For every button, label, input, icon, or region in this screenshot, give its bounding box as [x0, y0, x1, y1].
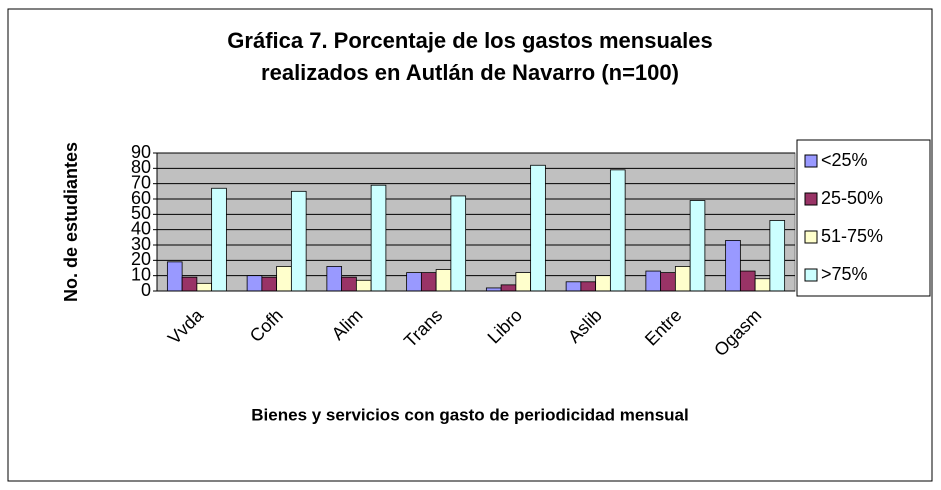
bar	[196, 282, 213, 292]
bar	[181, 276, 198, 292]
bar	[450, 195, 467, 292]
legend-swatch	[804, 192, 818, 206]
bar	[725, 239, 741, 292]
bar	[500, 284, 517, 292]
bar	[435, 269, 452, 292]
x-axis-label: Bienes y servicios con gasto de periodic…	[251, 405, 688, 424]
legend-swatch	[804, 268, 818, 282]
bar	[166, 261, 183, 292]
bar	[739, 270, 756, 292]
bar	[370, 184, 387, 292]
bar	[420, 272, 437, 292]
bar	[769, 220, 786, 292]
bar	[246, 275, 263, 292]
bar	[674, 266, 691, 292]
chart-title: Gráfica 7. Porcentaje de los gastos mens…	[227, 28, 712, 53]
bar	[595, 275, 611, 292]
bar	[660, 272, 676, 292]
bar	[290, 190, 307, 292]
bar	[754, 278, 771, 292]
bar	[689, 200, 706, 292]
legend-label: <25%	[821, 150, 868, 170]
bar	[326, 266, 343, 292]
y-tick-label: 60	[131, 188, 151, 208]
bar	[211, 187, 227, 292]
bar	[341, 276, 357, 292]
y-tick-label: 20	[131, 249, 151, 269]
legend-label: >75%	[821, 264, 868, 284]
bar	[276, 266, 292, 292]
y-tick-label: 50	[131, 203, 151, 223]
legend-swatch	[804, 154, 818, 168]
legend-label: 51-75%	[821, 226, 883, 246]
y-tick-label: 80	[131, 157, 151, 177]
legend-swatch	[804, 230, 818, 244]
bar	[530, 164, 546, 292]
y-tick-label: 10	[131, 264, 151, 284]
y-tick-label: 70	[131, 172, 151, 192]
bar	[515, 272, 532, 292]
bar	[580, 281, 597, 292]
bar	[645, 270, 662, 292]
y-tick-label: 0	[141, 280, 151, 300]
y-tick-label: 40	[131, 218, 151, 238]
bar	[609, 169, 626, 292]
bar	[565, 281, 582, 292]
legend-box	[796, 139, 931, 297]
y-axis-label: No. de estudiantes	[61, 142, 81, 302]
legend-label: 25-50%	[821, 188, 883, 208]
bar	[406, 272, 422, 292]
y-tick-label: 30	[131, 234, 151, 254]
bar	[355, 279, 372, 292]
chart-subtitle: realizados en Autlán de Navarro (n=100)	[261, 60, 679, 85]
bar	[261, 276, 278, 292]
y-tick-label: 90	[131, 142, 151, 162]
